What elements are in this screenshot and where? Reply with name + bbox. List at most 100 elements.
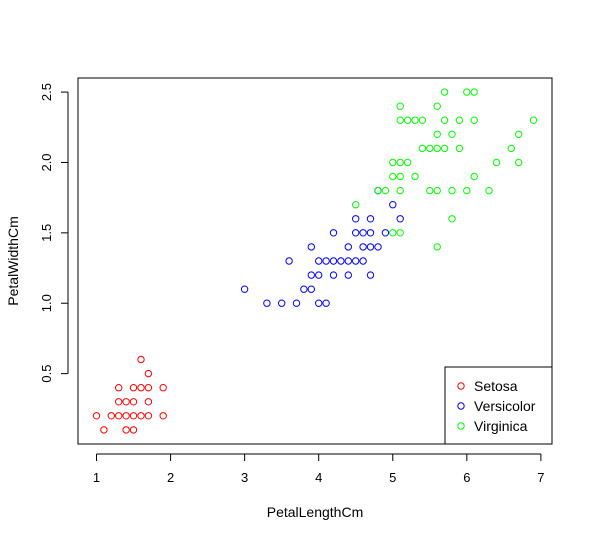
legend-label-setosa: Setosa [474, 378, 518, 394]
point-virginica-15 [412, 117, 418, 123]
point-versicolor-33 [382, 230, 388, 236]
legend-marker-virginica [458, 423, 464, 429]
point-virginica-33 [464, 187, 470, 193]
point-virginica-14 [412, 173, 418, 179]
point-versicolor-30 [367, 216, 373, 222]
point-versicolor-6 [308, 286, 314, 292]
y-tick-label-1: 1.0 [39, 294, 54, 312]
point-setosa-1 [101, 427, 107, 433]
point-versicolor-14 [330, 272, 336, 278]
point-versicolor-20 [345, 244, 351, 250]
legend-label-virginica: Virginica [474, 418, 528, 434]
point-versicolor-35 [397, 216, 403, 222]
y-axis-title: PetalWidthCm [5, 216, 21, 305]
point-versicolor-1 [264, 300, 270, 306]
point-versicolor-24 [360, 258, 366, 264]
point-versicolor-3 [286, 258, 292, 264]
point-virginica-1 [375, 187, 381, 193]
point-setosa-11 [130, 399, 136, 405]
point-virginica-23 [434, 131, 440, 137]
point-virginica-22 [434, 145, 440, 151]
point-virginica-4 [390, 173, 396, 179]
point-virginica-20 [434, 244, 440, 250]
point-virginica-39 [493, 159, 499, 165]
y-tick-label-2: 1.5 [39, 224, 54, 242]
point-versicolor-11 [316, 258, 322, 264]
point-versicolor-21 [353, 258, 359, 264]
x-tick-label-1: 2 [167, 470, 174, 485]
point-setosa-18 [145, 385, 151, 391]
point-virginica-34 [464, 89, 470, 95]
point-virginica-27 [441, 89, 447, 95]
point-versicolor-0 [241, 286, 247, 292]
point-setosa-5 [116, 385, 122, 391]
point-versicolor-34 [390, 202, 396, 208]
x-tick-label-2: 3 [241, 470, 248, 485]
legend-marker-setosa [458, 383, 464, 389]
point-virginica-28 [449, 216, 455, 222]
x-axis-title: PetalLengthCm [267, 504, 364, 520]
point-versicolor-16 [330, 230, 336, 236]
point-setosa-21 [160, 385, 166, 391]
y-tick-label-4: 2.5 [39, 83, 54, 101]
point-virginica-3 [390, 230, 396, 236]
point-virginica-32 [456, 117, 462, 123]
point-versicolor-19 [345, 258, 351, 264]
point-virginica-0 [353, 202, 359, 208]
point-virginica-30 [449, 131, 455, 137]
point-setosa-10 [130, 413, 136, 419]
point-virginica-2 [382, 187, 388, 193]
point-virginica-17 [419, 117, 425, 123]
point-virginica-29 [449, 187, 455, 193]
point-versicolor-18 [345, 272, 351, 278]
point-setosa-20 [160, 413, 166, 419]
point-virginica-24 [434, 103, 440, 109]
point-virginica-25 [441, 145, 447, 151]
point-virginica-11 [397, 103, 403, 109]
point-setosa-16 [145, 413, 151, 419]
point-virginica-16 [419, 145, 425, 151]
point-versicolor-2 [279, 300, 285, 306]
point-setosa-0 [93, 413, 99, 419]
point-setosa-3 [116, 413, 122, 419]
point-versicolor-10 [316, 272, 322, 278]
point-virginica-19 [427, 145, 433, 151]
point-setosa-19 [145, 370, 151, 376]
point-virginica-13 [404, 117, 410, 123]
x-tick-label-0: 1 [93, 470, 100, 485]
point-versicolor-5 [301, 286, 307, 292]
point-virginica-36 [471, 117, 477, 123]
point-virginica-42 [516, 131, 522, 137]
x-axis: 1 2 3 4 5 6 7 [93, 454, 545, 485]
point-versicolor-8 [308, 244, 314, 250]
x-tick-label-4: 5 [389, 470, 396, 485]
point-setosa-13 [138, 413, 144, 419]
point-virginica-38 [486, 187, 492, 193]
y-tick-label-0: 0.5 [39, 365, 54, 383]
point-setosa-14 [138, 385, 144, 391]
point-versicolor-4 [293, 300, 299, 306]
point-virginica-5 [390, 159, 396, 165]
point-virginica-9 [397, 159, 403, 165]
point-virginica-40 [508, 145, 514, 151]
point-setosa-17 [145, 399, 151, 405]
legend-label-versicolor: Versicolor [474, 398, 536, 414]
point-virginica-6 [397, 230, 403, 236]
point-virginica-41 [516, 159, 522, 165]
point-virginica-35 [471, 173, 477, 179]
point-versicolor-15 [330, 258, 336, 264]
point-versicolor-27 [367, 272, 373, 278]
point-versicolor-29 [367, 230, 373, 236]
point-versicolor-13 [323, 258, 329, 264]
point-setosa-4 [116, 399, 122, 405]
x-tick-label-6: 7 [537, 470, 544, 485]
points-layer [93, 89, 536, 433]
point-versicolor-25 [360, 244, 366, 250]
point-versicolor-17 [338, 258, 344, 264]
point-virginica-43 [530, 117, 536, 123]
point-versicolor-7 [308, 272, 314, 278]
x-tick-label-3: 4 [315, 470, 322, 485]
point-setosa-6 [123, 427, 129, 433]
y-axis: 0.5 1.0 1.5 2.0 2.5 [39, 83, 68, 383]
